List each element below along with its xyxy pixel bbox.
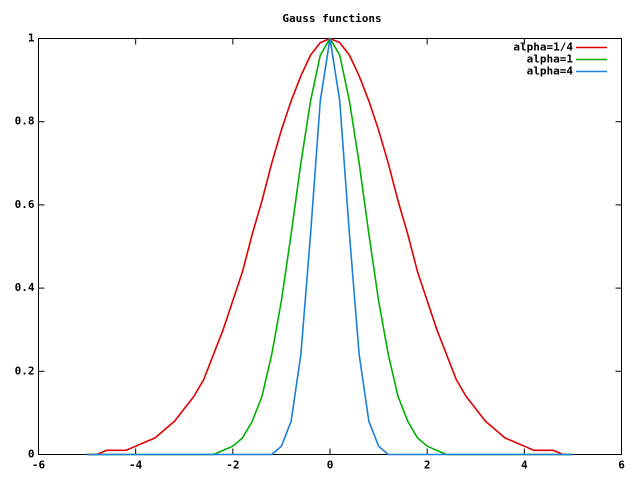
chart-title: Gauss functions xyxy=(282,12,381,25)
legend-label: alpha=1 xyxy=(527,53,574,66)
legend-label: alpha=1/4 xyxy=(513,41,573,54)
x-tick-label: -6 xyxy=(32,459,46,472)
y-tick-label: 0.4 xyxy=(15,281,35,294)
x-tick-label: 0 xyxy=(327,459,334,472)
x-tick-label: -2 xyxy=(226,459,239,472)
y-tick-label: 1 xyxy=(28,32,35,45)
series-line xyxy=(87,37,573,456)
x-tick-label: 2 xyxy=(424,459,431,472)
y-tick-label: 0.6 xyxy=(15,198,35,211)
x-tick-label: 6 xyxy=(618,459,625,472)
y-tick-label: 0.8 xyxy=(15,115,35,128)
x-tick-label: -4 xyxy=(129,459,143,472)
x-tick-label: 4 xyxy=(521,459,528,472)
y-tick-label: 0 xyxy=(28,448,35,461)
y-tick-label: 0.2 xyxy=(15,364,35,377)
legend-label: alpha=4 xyxy=(527,65,574,78)
